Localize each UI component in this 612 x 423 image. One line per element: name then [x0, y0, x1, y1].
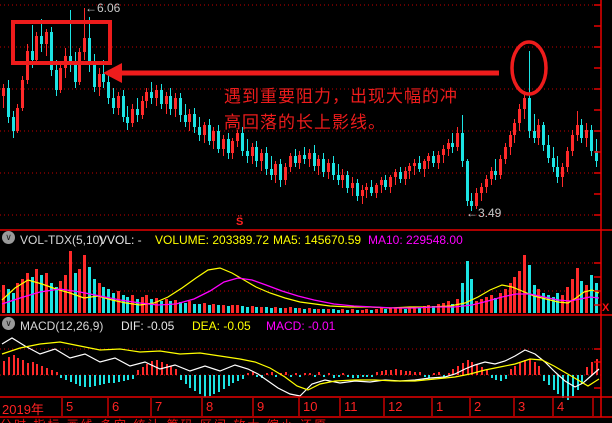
- month-label: 8: [206, 399, 214, 414]
- dea-value: DEA: -0.05: [192, 319, 251, 333]
- volume-value: VOLUME: 203389.72: [155, 233, 270, 247]
- time-axis: 2019年 5 6 7 8 9 10 11 12 1 2 3 4: [0, 398, 612, 417]
- bottom-toolbar-clipped: 分时 指标 画线 多空 统计 筹码 区间 放大 缩小 还原: [0, 418, 612, 423]
- dif-value: DIF: -0.05: [121, 319, 175, 333]
- highest-price-label: ←6.06: [85, 1, 121, 15]
- month-label: 11: [344, 399, 358, 414]
- sell-signal-marker: S̈: [236, 216, 244, 228]
- month-label: 2: [474, 399, 482, 414]
- month-label: 5: [66, 399, 74, 414]
- volume-indicator-name[interactable]: VOL-TDX(5,10): [20, 233, 104, 247]
- month-label: 4: [557, 399, 565, 414]
- lowest-price-label: ←3.49: [466, 206, 502, 220]
- annotation-line-2: 高回落的长上影线。: [224, 113, 386, 132]
- macd-indicator-name[interactable]: MACD(12,26,9): [20, 319, 104, 333]
- year-label: 2019年: [2, 402, 44, 417]
- macd-value: MACD: -0.01: [266, 319, 336, 333]
- month-label: 12: [388, 399, 403, 414]
- month-label: 9: [257, 399, 265, 414]
- collapse-volume-panel-icon[interactable]: ∨: [2, 231, 15, 244]
- month-label: 1: [436, 399, 444, 414]
- spike-ellipse-annotation: [510, 40, 548, 96]
- volume-ma10-value: MA10: 229548.00: [368, 233, 463, 247]
- volume-panel-header: ∨ VOL-TDX(5,10) VVOL: - VOLUME: 203389.7…: [0, 231, 612, 249]
- month-label: 3: [518, 399, 526, 414]
- vvol-value: VVOL: -: [99, 233, 142, 247]
- macd-panel-header: ∨ MACD(12,26,9) DIF: -0.05 DEA: -0.05 MA…: [0, 317, 612, 335]
- resistance-box-annotation: [11, 20, 112, 65]
- month-label: 7: [155, 399, 163, 414]
- analysis-annotation: 遇到重要阻力，出现大幅的冲 高回落的长上影线。: [224, 84, 458, 136]
- month-label: 10: [303, 399, 318, 414]
- panel-close-button[interactable]: X: [602, 302, 610, 314]
- annotation-line-1: 遇到重要阻力，出现大幅的冲: [224, 87, 458, 106]
- annotation-arrow-head: [103, 63, 122, 83]
- month-label: 6: [112, 399, 120, 414]
- volume-ma5-value: MA5: 145670.59: [273, 233, 362, 247]
- collapse-macd-panel-icon[interactable]: ∨: [2, 317, 15, 330]
